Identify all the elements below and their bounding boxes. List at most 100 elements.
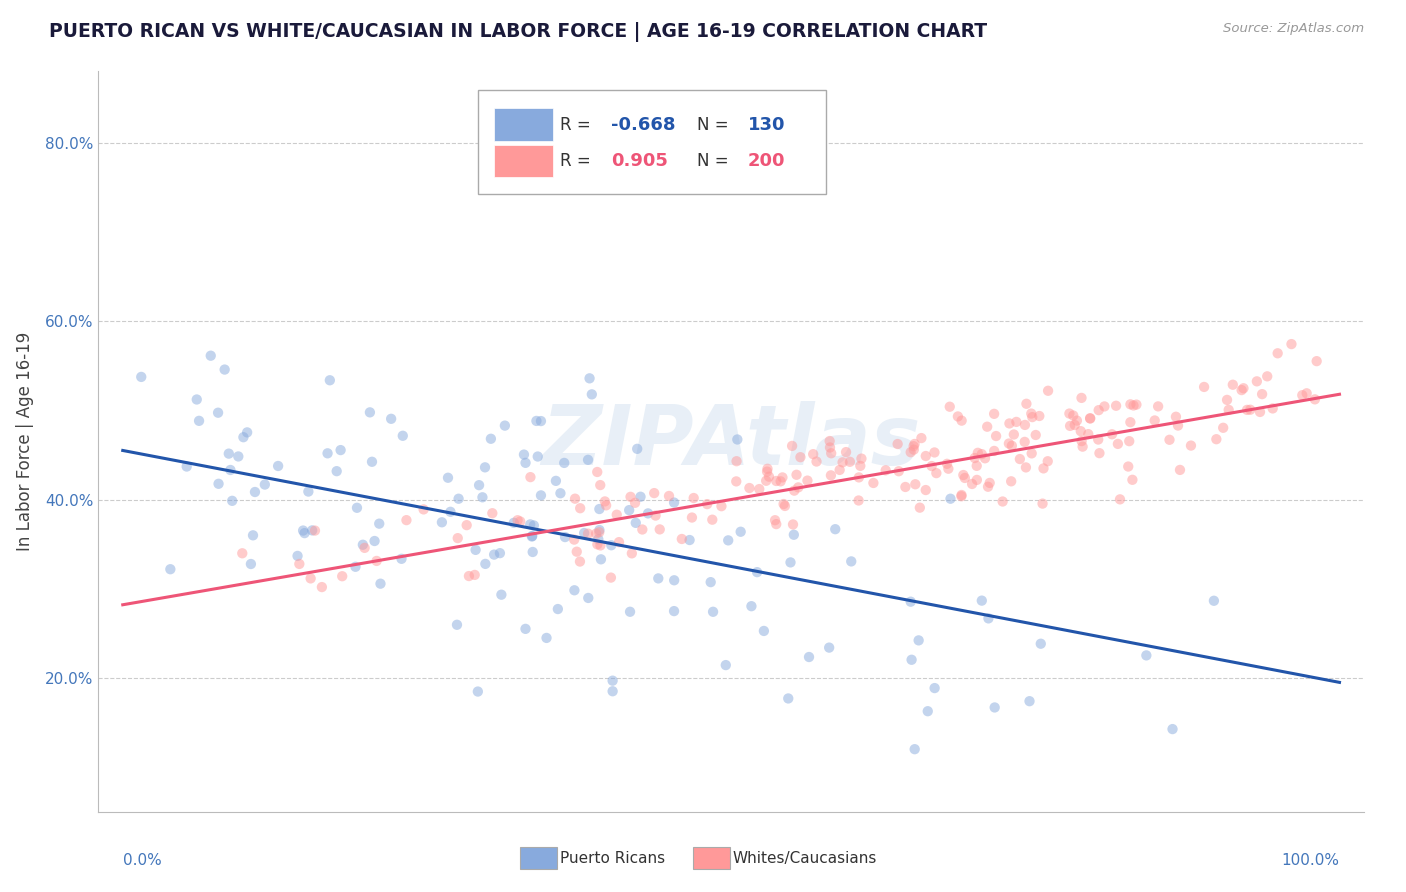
Point [221,493,243,508]
Point [1119,415,1142,429]
Point [818,441,841,455]
Point [921,458,943,473]
Point [1180,439,1202,453]
Point [159,562,181,576]
Point [1021,410,1043,425]
Point [447,531,470,545]
Point [789,450,811,465]
Point [624,516,647,530]
Point [242,528,264,542]
Point [1008,452,1031,467]
Point [786,467,808,482]
Point [619,490,641,504]
Point [1078,411,1101,425]
Point [287,549,309,563]
Point [447,491,470,506]
Point [553,456,575,470]
Point [647,571,669,585]
FancyBboxPatch shape [478,90,825,194]
Point [219,463,242,477]
Point [446,617,468,632]
Point [468,478,491,492]
Point [900,653,922,667]
Point [1230,383,1253,397]
Point [904,742,927,756]
Point [903,439,925,453]
Point [1018,694,1040,708]
Point [820,468,842,483]
Point [976,419,998,434]
Point [862,475,884,490]
Point [620,546,643,560]
Point [626,442,648,456]
Point [936,457,959,471]
Point [578,371,600,385]
Point [1192,380,1215,394]
Point [243,485,266,500]
Point [1059,418,1081,433]
Point [752,624,775,638]
Point [602,673,624,688]
Point [1036,384,1059,398]
Point [838,455,860,469]
Point [530,414,553,428]
Point [1025,428,1047,442]
Point [299,571,322,585]
Point [778,691,800,706]
Point [745,565,768,579]
Point [806,454,828,468]
Point [1118,434,1140,449]
Point [547,602,569,616]
Point [678,533,700,547]
Point [796,474,818,488]
Text: ZIPAtlas: ZIPAtlas [541,401,921,482]
Point [391,429,413,443]
Point [600,571,623,585]
Point [1246,375,1268,389]
Point [797,650,820,665]
Point [214,362,236,376]
Point [607,535,630,549]
Point [1094,400,1116,414]
Point [1216,392,1239,407]
Point [188,414,211,428]
Point [359,405,381,419]
Point [589,538,612,552]
Text: 0.905: 0.905 [610,152,668,170]
Point [938,461,960,475]
Point [970,447,993,461]
Point [765,517,787,532]
Point [818,434,841,448]
Point [756,465,779,479]
Point [998,417,1021,431]
Point [471,491,494,505]
Point [519,517,541,532]
Point [662,495,685,509]
Point [1212,421,1234,435]
Point [544,474,567,488]
Point [502,516,524,530]
Point [564,583,586,598]
Point [576,526,599,541]
Point [1062,409,1084,423]
Point [664,574,686,588]
Point [974,451,997,466]
Point [966,458,988,473]
Point [1105,399,1128,413]
Point [325,464,347,478]
Point [207,406,229,420]
Point [1251,387,1274,401]
Point [474,460,496,475]
Point [756,462,779,476]
Point [1116,459,1139,474]
Point [564,491,586,506]
Point [366,554,388,568]
Point [1168,463,1191,477]
FancyBboxPatch shape [495,145,553,178]
Point [1109,492,1132,507]
Point [176,459,198,474]
Point [536,631,558,645]
Point [506,513,529,527]
Point [787,480,810,494]
Point [236,425,259,440]
